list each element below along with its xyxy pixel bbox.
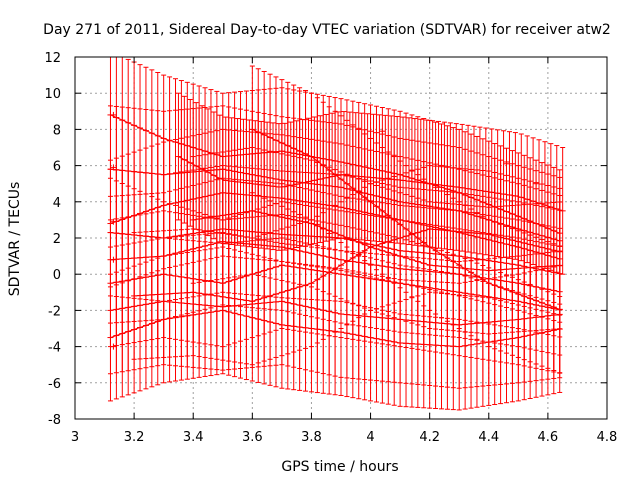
y-tick-label: 4 [53, 196, 61, 211]
outlier-point [379, 128, 386, 135]
x-tick-label: 3.2 [124, 430, 145, 445]
outlier-point [503, 160, 510, 167]
x-axis-label: GPS time / hours [281, 459, 398, 475]
x-tick-label: 4 [366, 430, 374, 445]
outlier-point [110, 256, 117, 263]
y-tick-label: 10 [44, 87, 61, 102]
y-tick-label: 2 [53, 232, 61, 247]
outlier-point [110, 164, 117, 171]
outlier-point [110, 218, 117, 225]
y-tick-label: -4 [48, 341, 61, 356]
x-tick-label: 4.4 [478, 430, 499, 445]
y-tick-label: 0 [53, 268, 61, 283]
y-tick-label: -8 [48, 413, 61, 428]
y-tick-label: -2 [48, 304, 61, 319]
y-tick-label: 12 [44, 51, 61, 66]
axes: 3 3.2 3.4 3.6 3.8 4 4.2 4.4 4.6 4.8 -8 -6 -4 -2 0 2 4 6 8 1… [44, 51, 617, 445]
data-series [107, 56, 566, 411]
data-point [107, 273, 114, 402]
chart-title: Day 271 of 2011, Sidereal Day-to-day VTE… [43, 22, 611, 38]
outlier-point [110, 343, 117, 350]
y-tick-label: 6 [53, 160, 61, 175]
outlier-point [110, 111, 117, 118]
x-tick-label: 4.2 [419, 430, 440, 445]
x-tick-label: 3.4 [183, 430, 204, 445]
x-tick-label: 4.8 [597, 430, 618, 445]
outlier-point [533, 180, 540, 187]
x-tick-label: 3.6 [242, 430, 263, 445]
series-line [193, 210, 560, 272]
y-axis-label: SDTVAR / TECUs [7, 182, 23, 297]
x-tick-label: 3.8 [301, 430, 322, 445]
y-tick-label: 8 [53, 123, 61, 138]
y-tick-label: -6 [48, 377, 61, 392]
x-tick-label: 4.6 [538, 430, 559, 445]
x-tick-label: 3 [71, 430, 79, 445]
